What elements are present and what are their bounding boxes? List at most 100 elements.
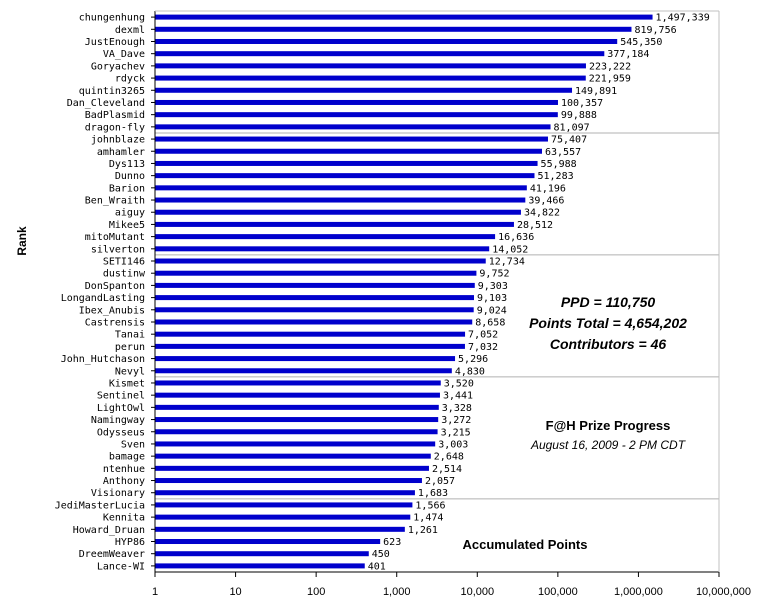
category-label: Castrensis — [85, 317, 145, 328]
labels: chungenhung 1,497,339 dexml 819,756 JustEnou… — [55, 13, 751, 598]
data-label: 75,407 — [551, 135, 587, 146]
bar — [155, 526, 405, 532]
category-label: Namingway — [91, 415, 145, 426]
category-label: Dys113 — [109, 159, 145, 170]
category-label: LongandLasting — [61, 293, 145, 304]
bar — [155, 380, 441, 386]
category-label: silverton — [91, 244, 145, 255]
category-label: perun — [115, 342, 145, 353]
category-label: mitoMutant — [85, 232, 145, 243]
bar — [155, 429, 438, 435]
x-tick-label: 1,000,000 — [614, 586, 663, 598]
bar — [155, 160, 538, 166]
x-tick-label: 10,000 — [460, 586, 494, 598]
bar — [155, 539, 381, 545]
category-label: Goryachev — [91, 61, 145, 72]
bar — [155, 404, 439, 410]
x-axis-title: Accumulated Points — [463, 537, 588, 552]
bar — [155, 392, 440, 398]
data-label: 2,514 — [432, 464, 462, 475]
data-label: 450 — [372, 549, 390, 560]
data-label: 221,959 — [589, 74, 631, 85]
category-label: DreemWeaver — [79, 549, 145, 560]
x-tick-label: 10,000,000 — [696, 586, 751, 598]
category-label: Howard_Druan — [73, 525, 145, 536]
category-label: Odysseus — [97, 427, 145, 438]
bar — [155, 136, 548, 142]
bars — [155, 14, 653, 569]
data-label: 28,512 — [517, 220, 553, 231]
category-label: quintin3265 — [79, 86, 145, 97]
x-tick-label: 100,000 — [538, 586, 578, 598]
bar — [155, 26, 632, 32]
bar — [155, 124, 551, 130]
bar — [155, 221, 514, 227]
data-label: 623 — [383, 537, 401, 548]
data-label: 223,222 — [589, 61, 631, 72]
data-label: 2,057 — [425, 476, 455, 487]
bar — [155, 148, 542, 154]
data-label: 34,822 — [524, 208, 560, 219]
data-label: 12,734 — [489, 257, 525, 268]
category-label: dexml — [115, 25, 145, 36]
bar — [155, 282, 475, 288]
data-label: 819,756 — [634, 25, 676, 36]
data-label: 3,328 — [442, 403, 472, 414]
data-label: 3,215 — [441, 427, 471, 438]
data-label: 2,648 — [434, 452, 464, 463]
data-label: 9,024 — [477, 305, 507, 316]
bar — [155, 87, 573, 93]
category-label: ntenhue — [103, 464, 145, 475]
category-label: Kismet — [109, 378, 145, 389]
bar — [155, 551, 369, 557]
ppd-annotation: PPD = 110,750 — [561, 294, 656, 310]
category-label: Tanai — [115, 330, 145, 341]
bar — [155, 14, 653, 20]
bar — [155, 514, 411, 520]
bar — [155, 197, 526, 203]
data-label: 9,752 — [479, 269, 509, 280]
data-label: 5,296 — [458, 354, 488, 365]
category-label: Dunno — [115, 171, 145, 182]
category-label: JediMasterLucia — [55, 500, 145, 511]
data-label: 4,830 — [455, 366, 485, 377]
bar — [155, 112, 558, 118]
bar — [155, 465, 429, 471]
category-label: dragon-fly — [85, 122, 145, 133]
data-label: 9,103 — [477, 293, 507, 304]
data-label: 16,636 — [498, 232, 534, 243]
axes — [151, 10, 720, 577]
data-label: 1,474 — [413, 513, 443, 524]
data-label: 41,196 — [530, 183, 566, 194]
data-label: 3,272 — [441, 415, 471, 426]
data-label: 9,303 — [478, 281, 508, 292]
data-label: 99,888 — [561, 110, 597, 121]
data-label: 1,683 — [418, 488, 448, 499]
bar — [155, 209, 521, 215]
category-label: rdyck — [115, 74, 145, 85]
data-label: 149,891 — [575, 86, 617, 97]
bar — [155, 295, 474, 301]
bar — [155, 38, 618, 44]
data-label: 401 — [368, 561, 386, 572]
bar — [155, 331, 466, 337]
chart-title: F@H Prize Progress — [546, 418, 671, 433]
category-label: Ben_Wraith — [85, 196, 145, 207]
category-label: JustEnough — [85, 37, 145, 48]
category-label: Ibex_Anubis — [79, 305, 145, 316]
bar — [155, 453, 431, 459]
bar — [155, 343, 465, 349]
category-label: Anthony — [103, 476, 145, 487]
bar — [155, 478, 422, 484]
category-label: Barion — [109, 183, 145, 194]
bar — [155, 490, 415, 496]
data-label: 1,261 — [408, 525, 438, 536]
bar — [155, 417, 439, 423]
data-label: 14,052 — [492, 244, 528, 255]
bar — [155, 563, 365, 569]
data-label: 81,097 — [554, 122, 590, 133]
category-label: aiguy — [115, 208, 145, 219]
category-label: VA_Dave — [103, 49, 145, 60]
category-label: johnblaze — [91, 135, 145, 146]
category-label: Kennita — [103, 513, 145, 524]
